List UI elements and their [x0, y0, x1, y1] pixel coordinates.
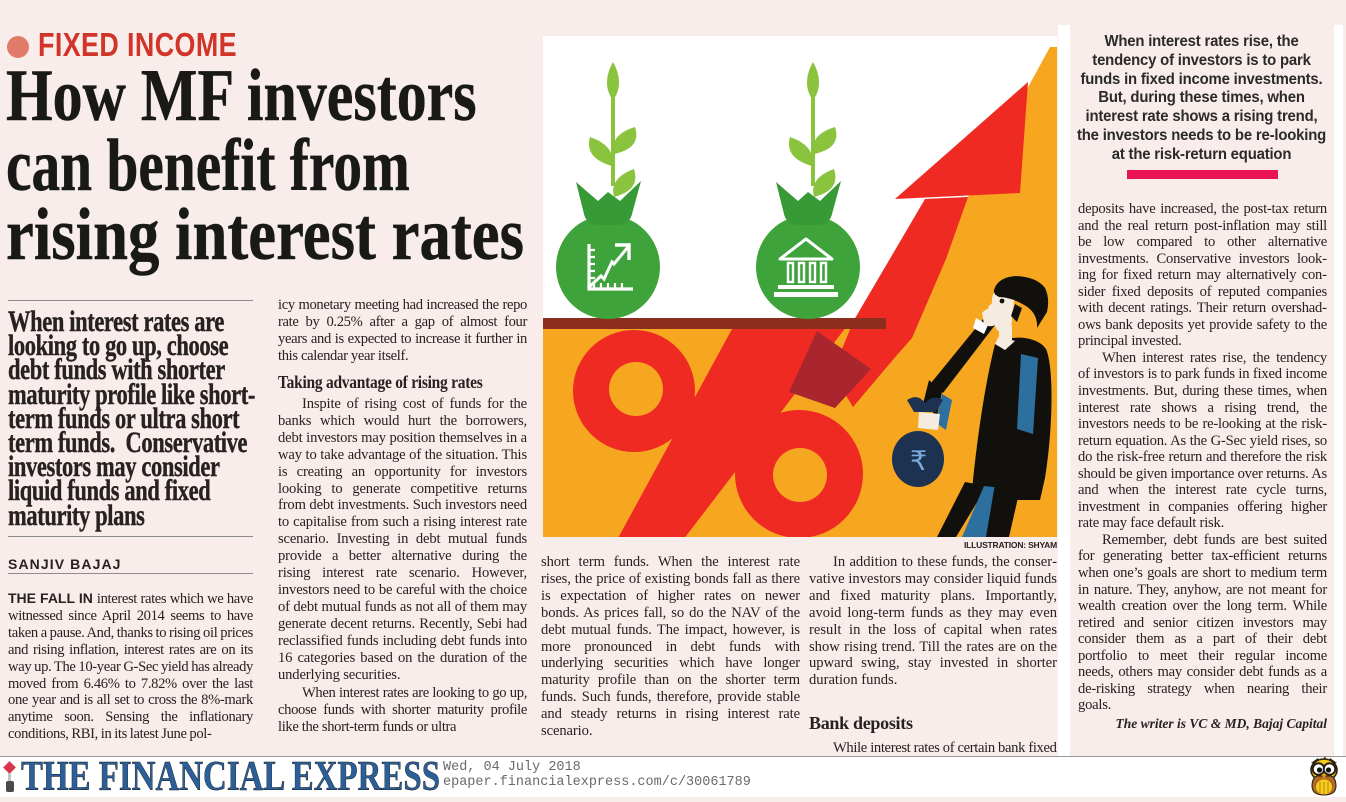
svg-text:₹: ₹ [910, 446, 927, 476]
